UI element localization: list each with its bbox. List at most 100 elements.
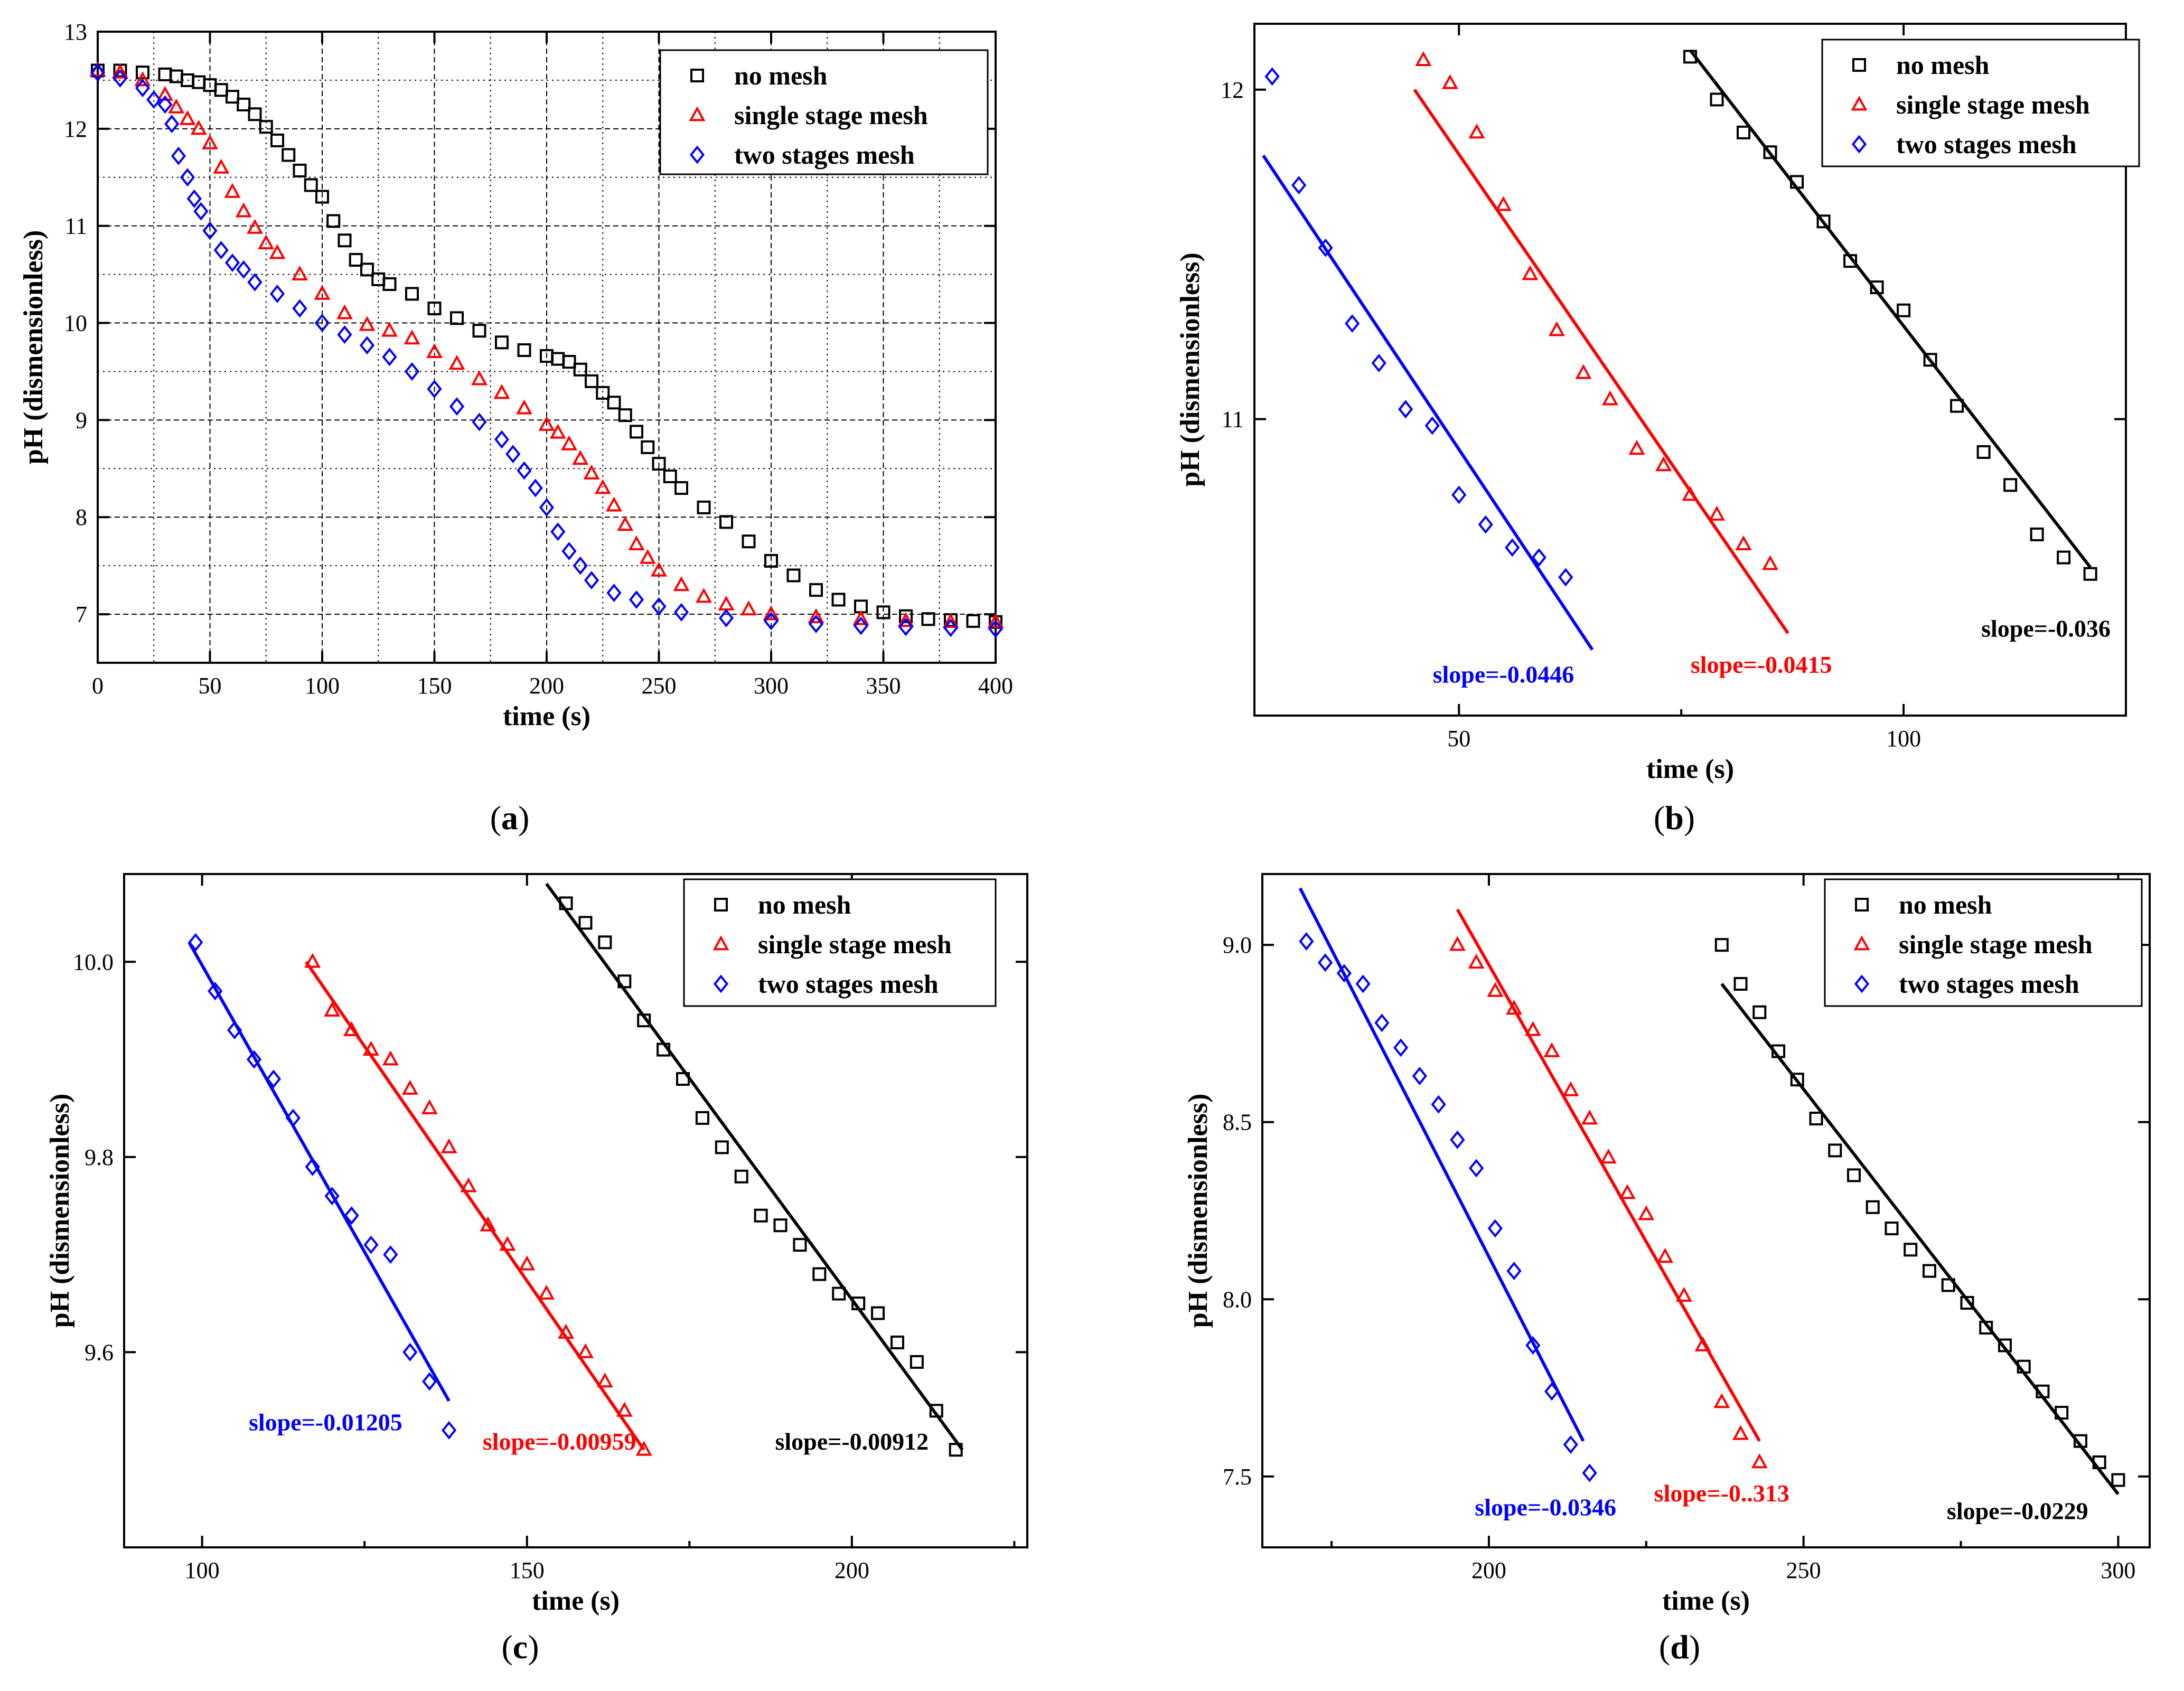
data-point-no_mesh [754, 1208, 768, 1223]
data-point-two [943, 618, 959, 637]
data-point-two [180, 168, 195, 187]
data-point-single [1575, 364, 1592, 379]
y-tick-label: 9.8 [85, 1144, 114, 1170]
data-point-no_mesh [158, 67, 172, 81]
data-point-no_mesh [1763, 145, 1777, 159]
data-point-no_mesh [1816, 214, 1831, 229]
data-point-two [344, 1206, 359, 1225]
data-point-no_mesh [630, 425, 643, 439]
y-tick-label: 9.0 [1223, 932, 1252, 958]
data-point-no_mesh [1950, 399, 1964, 413]
caption-open: ( [490, 799, 501, 837]
data-point-single [617, 516, 634, 531]
data-point-no_mesh [1897, 303, 1911, 317]
legend-box [1824, 878, 2143, 1007]
data-point-no_mesh [315, 190, 329, 204]
x-axis-title: time (s) [1662, 1586, 1750, 1616]
data-point-no_mesh [910, 1355, 924, 1369]
data-point-single [572, 450, 589, 465]
data-point-single [1628, 439, 1645, 455]
x-tick-label: 300 [754, 673, 789, 699]
y-tick-label: 11 [1222, 407, 1244, 433]
plot-frame [1253, 23, 2127, 717]
data-point-no_mesh [562, 355, 576, 369]
data-point-no_mesh [293, 163, 307, 177]
data-point-two [898, 617, 914, 636]
legend: no mesh single stage mesh two stages mesh [683, 878, 997, 1007]
data-point-two [505, 445, 521, 464]
data-point-two [246, 1050, 262, 1069]
data-point-two [427, 380, 442, 399]
data-point-single [942, 613, 959, 628]
data-point-two [1450, 1130, 1465, 1149]
data-point-no_mesh [812, 1267, 827, 1281]
data-point-single [168, 98, 185, 114]
data-point-single [336, 304, 353, 320]
caption-close: ) [528, 1628, 539, 1666]
data-point-two [224, 253, 240, 273]
slope-annotation-two: slope=-0.01205 [249, 1408, 402, 1435]
caption-close: ) [1684, 799, 1695, 837]
data-point-single [594, 479, 611, 494]
legend-marker-no_mesh [1852, 58, 1866, 72]
fit-line-two [1298, 887, 1585, 1442]
data-point-two [494, 430, 510, 449]
slope-annotation-single: slope=-0.0415 [1691, 651, 1832, 678]
data-point-no_mesh [1976, 445, 1991, 459]
data-point-no_mesh [1941, 1278, 1955, 1292]
data-point-no_mesh [676, 1072, 690, 1086]
data-point-no_mesh [598, 935, 612, 950]
data-point-two [135, 79, 151, 98]
data-point-no_mesh [1922, 1264, 1936, 1278]
legend: no mesh single stage mesh two stages mesh [659, 49, 989, 175]
data-point-no_mesh [641, 440, 655, 454]
legend-box [659, 49, 989, 175]
series-no_mesh [1714, 938, 2125, 1487]
slope-annotation-no_mesh: slope=-0.0229 [1947, 1497, 2088, 1524]
data-point-single [1522, 265, 1539, 280]
caption-letter: d [1670, 1628, 1689, 1666]
data-point-single [1449, 936, 1466, 951]
data-point-two [629, 590, 644, 609]
x-tick-label: 200 [529, 673, 564, 699]
data-point-single [1657, 1247, 1674, 1263]
data-point-single [179, 110, 196, 125]
data-point-two [1563, 1435, 1578, 1454]
data-point-single [606, 496, 622, 512]
data-point-no_mesh [405, 287, 419, 301]
data-point-no_mesh [734, 1169, 748, 1183]
x-tick-label: 100 [1886, 726, 1921, 751]
data-point-no_mesh [382, 277, 397, 291]
data-point-single [1562, 1081, 1579, 1096]
series-two [90, 63, 1004, 638]
data-point-single [596, 1373, 613, 1388]
data-point-two [1393, 1038, 1409, 1057]
data-point-two [382, 347, 397, 367]
legend-label-single: single stage mesh [1899, 929, 2093, 959]
data-point-single [1735, 535, 1752, 550]
data-point-single [1468, 124, 1485, 139]
x-tick-label: 250 [642, 673, 677, 699]
legend-box [1821, 39, 2140, 167]
data-point-two [1505, 538, 1520, 557]
data-point-single [639, 549, 656, 564]
data-point-single [1543, 1042, 1560, 1057]
data-point-two [1398, 400, 1413, 419]
data-point-single [628, 535, 645, 551]
legend-label-two: two stages mesh [1896, 129, 2077, 159]
plot-frame [123, 873, 1028, 1548]
series-single [1415, 51, 1779, 570]
series-two [1299, 932, 1597, 1482]
data-point-no_mesh [1960, 1295, 1974, 1310]
data-point-two [449, 397, 465, 416]
x-tick-label: 250 [1786, 1557, 1821, 1583]
data-point-no_mesh [1843, 254, 1858, 268]
legend-marker-two [689, 145, 705, 164]
data-point-two [517, 461, 532, 480]
data-point-two [550, 522, 566, 541]
data-point-single [304, 953, 321, 968]
data-point-no_mesh [450, 311, 464, 325]
data-point-two [1318, 238, 1333, 257]
data-point-single [381, 322, 398, 337]
data-point-no_mesh [349, 253, 363, 267]
